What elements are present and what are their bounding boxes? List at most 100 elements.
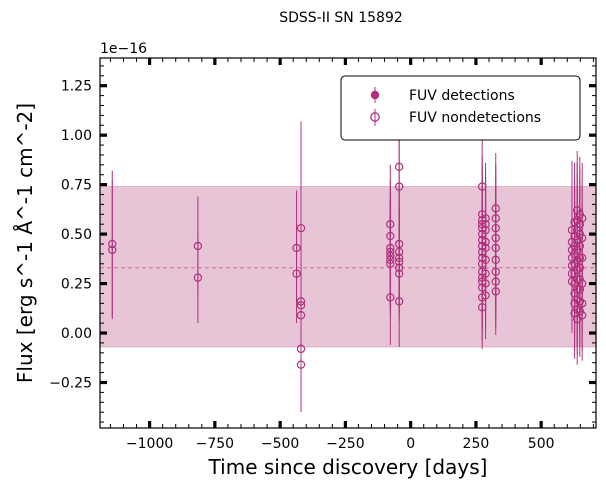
nondetection-point — [481, 243, 490, 253]
nondetection-point — [570, 218, 579, 227]
y-tick-label: 1.25 — [61, 79, 92, 95]
nondetection-point — [394, 239, 404, 249]
nondetection-point — [575, 297, 585, 306]
nondetection-point — [491, 223, 500, 233]
legend: FUV detections FUV nondetections — [340, 75, 581, 141]
nondetection-point — [577, 299, 587, 308]
data-markers — [108, 162, 587, 369]
nondetection-point — [491, 233, 500, 243]
y-offset-label: 1e−16 — [100, 41, 147, 57]
nondetection-point — [491, 204, 500, 213]
nondetection-point — [394, 257, 404, 266]
nondetection-point — [491, 243, 500, 253]
nondetection-point — [386, 293, 395, 302]
nondetection-point — [491, 255, 500, 265]
nondetection-point — [386, 259, 395, 268]
nondetection-point — [481, 220, 490, 229]
nondetection-point — [481, 279, 490, 288]
y-tick-labels: −0.25 0.00 0.25 0.50 0.75 1.00 1.25 — [49, 79, 92, 392]
x-tick-label: −750 — [196, 436, 234, 452]
legend-marker-filled — [370, 90, 380, 100]
nondetection-point — [193, 241, 203, 251]
nondetection-point — [481, 225, 490, 235]
nondetection-point — [573, 305, 582, 314]
nondetection-point — [394, 247, 404, 257]
y-tick-label: 1.00 — [61, 128, 92, 144]
y-tick-label: 0.75 — [61, 178, 92, 194]
nondetection-point — [108, 245, 117, 255]
nondetection-point — [386, 231, 395, 241]
nondetection-point — [573, 265, 582, 274]
nondetection-point — [575, 241, 585, 251]
y-tick-label: 0.50 — [61, 227, 92, 243]
nondetection-point — [477, 303, 487, 312]
nondetection-point — [394, 269, 404, 278]
x-axis-label: Time since discovery [days] — [208, 455, 488, 479]
x-tick-label: 250 — [463, 436, 490, 452]
nondetection-point — [296, 297, 306, 306]
chart-title: SDSS-II SN 15892 — [279, 10, 403, 26]
nondetection-point — [491, 267, 500, 276]
nondetection-point — [491, 287, 500, 296]
nondetection-point — [296, 301, 306, 310]
uncertainty-band — [99, 186, 597, 348]
nondetection-point — [491, 214, 500, 223]
nondetection-point — [394, 162, 404, 172]
nondetection-point — [577, 214, 587, 223]
plot-frame — [99, 57, 597, 429]
nondetection-point — [296, 344, 306, 354]
x-tick-label: −1000 — [126, 436, 173, 452]
nondetection-point — [577, 233, 587, 243]
x-tick-labels: −1000 −750 −500 −250 0 250 500 — [126, 436, 555, 452]
nondetection-point — [481, 255, 490, 265]
nondetection-point — [296, 223, 306, 233]
y-axis-label: Flux [erg s^-1 Å^-1 cm^-2] — [13, 103, 37, 383]
y-tick-label: 0.00 — [61, 326, 92, 342]
y-tick-label: 0.25 — [61, 277, 92, 293]
x-tick-label: −500 — [261, 436, 299, 452]
x-tick-label: −250 — [326, 436, 364, 452]
y-tick-label: −0.25 — [49, 375, 92, 391]
nondetection-point — [386, 255, 395, 265]
nondetection-point — [481, 269, 490, 278]
legend-box — [340, 75, 581, 141]
nondetection-point — [394, 297, 404, 306]
nondetection-point — [386, 247, 395, 257]
plot-area — [99, 107, 597, 413]
nondetection-point — [481, 237, 490, 247]
nondetection-point — [296, 311, 306, 320]
nondetection-point — [394, 263, 404, 272]
nondetection-point — [292, 243, 301, 253]
nondetection-point — [577, 253, 587, 263]
nondetection-point — [386, 243, 395, 253]
legend-item-nondetections: FUV nondetections — [370, 109, 541, 126]
nondetection-point — [577, 279, 587, 288]
nondetection-point — [567, 261, 577, 270]
x-tick-label: 500 — [528, 436, 555, 452]
nondetection-point — [193, 273, 203, 282]
nondetection-point — [477, 182, 487, 191]
nondetection-point — [491, 277, 500, 286]
nondetection-point — [567, 269, 577, 278]
nondetection-point — [573, 285, 582, 294]
axis-ticks — [100, 58, 596, 428]
nondetection-point — [394, 253, 404, 263]
nondetection-point — [386, 251, 395, 261]
nondetection-point — [575, 253, 585, 263]
nondetection-point — [577, 311, 587, 320]
legend-label: FUV nondetections — [409, 110, 541, 126]
nondetection-point — [481, 214, 490, 223]
legend-label: FUV detections — [409, 88, 515, 104]
nondetection-point — [386, 220, 395, 229]
nondetection-point — [394, 182, 404, 191]
legend-marker-open — [370, 112, 380, 122]
nondetection-point — [575, 263, 585, 272]
legend-item-detections: FUV detections — [370, 87, 515, 104]
nondetection-point — [567, 277, 577, 286]
nondetection-point — [108, 239, 117, 249]
nondetection-point — [573, 255, 582, 265]
x-tick-label: 0 — [406, 436, 415, 452]
nondetection-point — [296, 360, 306, 369]
nondetection-point — [292, 269, 301, 278]
